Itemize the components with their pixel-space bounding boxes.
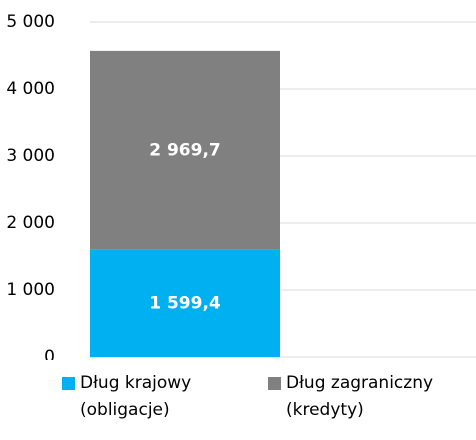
y-tick-label: 4 000 (6, 79, 55, 99)
plot: 0 1 000 2 000 3 000 4 000 5 000 1 599,4 2 969,7 (6, 12, 476, 360)
legend-label: Dług krajowy (obligacje) (80, 373, 192, 420)
y-tick-label: 2 000 (6, 213, 55, 233)
data-label: 1 599,4 (149, 293, 221, 313)
y-tick-label: 0 (44, 347, 55, 360)
legend-item: Dług krajowy (obligacje) (62, 370, 220, 424)
legend-item: Dług zagraniczny (kredyty) (268, 370, 476, 424)
bar-segment (90, 249, 280, 357)
bar-segment (90, 50, 280, 250)
legend-label: Dług zagraniczny (kredyty) (286, 373, 434, 420)
legend-swatch (268, 377, 281, 390)
y-tick-label: 5 000 (6, 12, 55, 32)
y-tick-label: 3 000 (6, 146, 55, 166)
y-tick-label: 1 000 (6, 280, 55, 300)
legend-swatch (62, 377, 75, 390)
data-label: 2 969,7 (149, 140, 221, 160)
